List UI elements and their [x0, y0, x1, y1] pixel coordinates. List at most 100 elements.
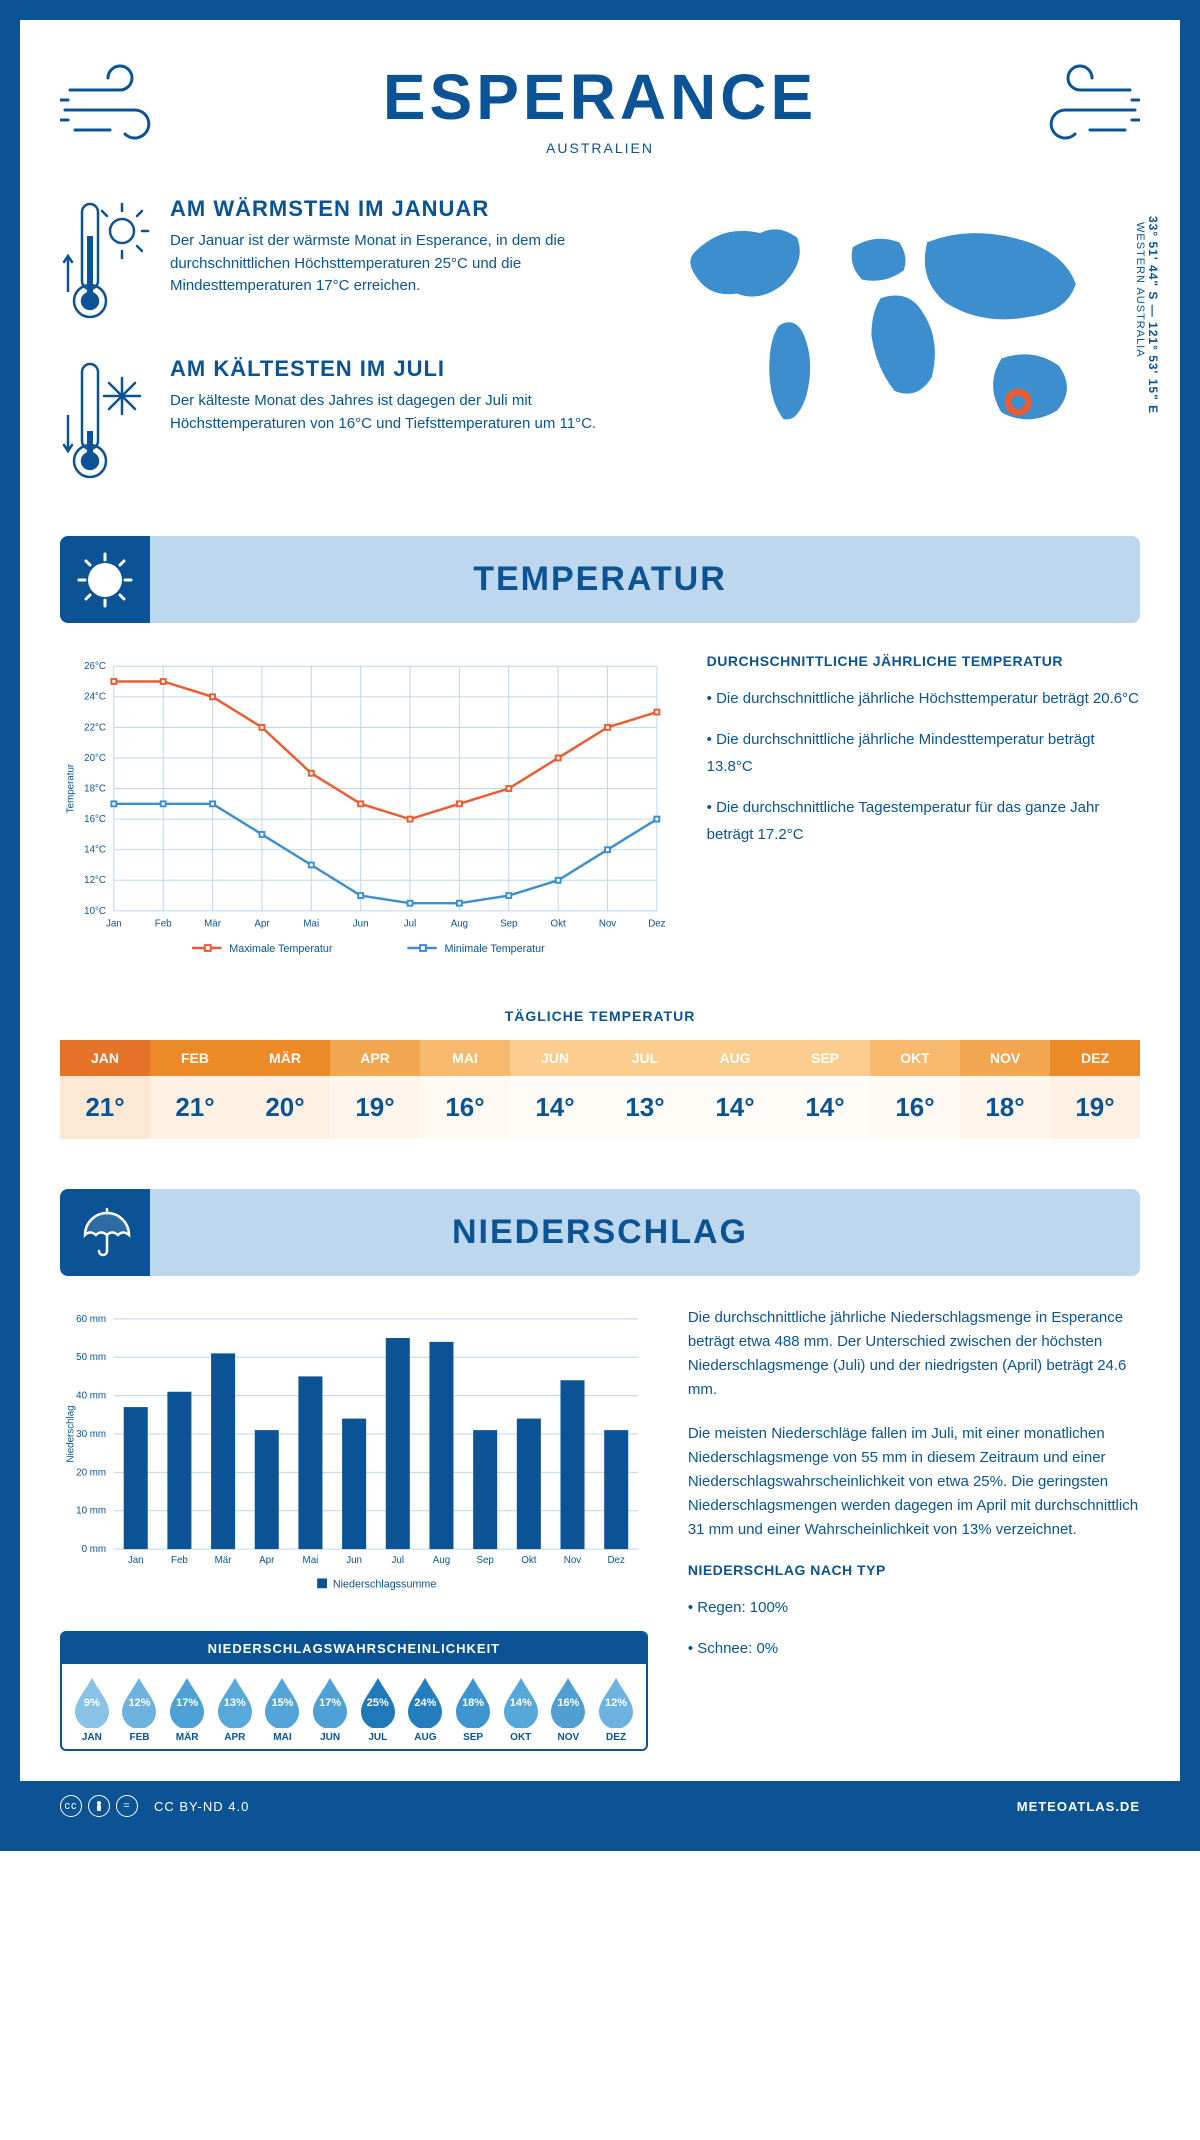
- svg-text:Okt: Okt: [551, 919, 566, 930]
- precip-side-col: Die durchschnittliche jährliche Niedersc…: [688, 1306, 1140, 1751]
- nd-icon: =: [116, 1795, 138, 1817]
- probability-drop: 18%SEP: [449, 1676, 497, 1743]
- temp-month-header: JUN: [510, 1040, 600, 1076]
- temp-bullet: • Die durchschnittliche Tagestemperatur …: [707, 794, 1140, 848]
- svg-text:Mai: Mai: [303, 919, 319, 930]
- temp-month-header: FEB: [150, 1040, 240, 1076]
- header: ESPERANCE AUSTRALIEN: [60, 50, 1140, 186]
- svg-text:26°C: 26°C: [84, 661, 106, 672]
- temp-value-cell: 21°: [150, 1076, 240, 1139]
- temp-month-header: JUL: [600, 1040, 690, 1076]
- temp-month-header: DEZ: [1050, 1040, 1140, 1076]
- svg-text:Dez: Dez: [648, 919, 665, 930]
- coords-value: 33° 51' 44" S — 121° 53' 15" E: [1146, 216, 1160, 414]
- probability-drop: 12%FEB: [116, 1676, 164, 1743]
- temp-month-header: MAI: [420, 1040, 510, 1076]
- svg-text:Mär: Mär: [215, 1555, 233, 1566]
- temp-value-cell: 13°: [600, 1076, 690, 1139]
- svg-text:30 mm: 30 mm: [76, 1429, 106, 1440]
- precip-type-rain: • Regen: 100%: [688, 1594, 1140, 1621]
- svg-text:Temperatur: Temperatur: [66, 763, 77, 813]
- svg-text:22°C: 22°C: [84, 722, 106, 733]
- svg-text:Niederschlagssumme: Niederschlagssumme: [333, 1578, 437, 1590]
- precipitation-title: NIEDERSCHLAG: [84, 1213, 1116, 1252]
- svg-text:Jul: Jul: [392, 1555, 405, 1566]
- intro-right: 33° 51' 44" S — 121° 53' 15" E WESTERN A…: [640, 196, 1140, 516]
- world-map: [640, 196, 1140, 456]
- daily-temperature-table: JANFEBMÄRAPRMAIJUNJULAUGSEPOKTNOVDEZ21°2…: [60, 1040, 1140, 1139]
- precipitation-section: 0 mm10 mm20 mm30 mm40 mm50 mm60 mmJanFeb…: [60, 1306, 1140, 1751]
- svg-text:18°C: 18°C: [84, 783, 106, 794]
- temp-month-header: MÄR: [240, 1040, 330, 1076]
- license-text: CC BY-ND 4.0: [154, 1799, 249, 1814]
- region-label: WESTERN AUSTRALIA: [1134, 222, 1146, 414]
- precip-para: Die durchschnittliche jährliche Niedersc…: [688, 1306, 1140, 1402]
- svg-text:16°C: 16°C: [84, 814, 106, 825]
- temp-value-cell: 19°: [330, 1076, 420, 1139]
- probability-drop: 25%JUL: [354, 1676, 402, 1743]
- svg-text:20°C: 20°C: [84, 753, 106, 764]
- temp-value-cell: 16°: [420, 1076, 510, 1139]
- probability-drop: 17%MÄR: [163, 1676, 211, 1743]
- thermometer-cold-icon: [60, 356, 150, 486]
- temp-month-header: SEP: [780, 1040, 870, 1076]
- svg-text:Okt: Okt: [521, 1555, 536, 1566]
- temperature-title: TEMPERATUR: [84, 560, 1116, 599]
- probability-drop: 17%JUN: [306, 1676, 354, 1743]
- probability-drop: 24%AUG: [402, 1676, 450, 1743]
- probability-title: NIEDERSCHLAGSWAHRSCHEINLICHKEIT: [62, 1633, 646, 1664]
- svg-text:Jan: Jan: [128, 1555, 144, 1566]
- svg-text:50 mm: 50 mm: [76, 1352, 106, 1363]
- temp-value-cell: 16°: [870, 1076, 960, 1139]
- temperature-section: 10°C12°C14°C16°C18°C20°C22°C24°C26°CJanF…: [60, 653, 1140, 978]
- precip-para: Die meisten Niederschläge fallen im Juli…: [688, 1422, 1140, 1542]
- sun-icon: [75, 550, 135, 610]
- precipitation-bar-chart: 0 mm10 mm20 mm30 mm40 mm50 mm60 mmJanFeb…: [60, 1306, 648, 1606]
- svg-text:Jun: Jun: [353, 919, 369, 930]
- by-icon: [88, 1795, 110, 1817]
- coldest-text: AM KÄLTESTEN IM JULI Der kälteste Monat …: [170, 356, 610, 486]
- warmest-text: AM WÄRMSTEN IM JANUAR Der Januar ist der…: [170, 196, 610, 326]
- svg-text:60 mm: 60 mm: [76, 1314, 106, 1325]
- temp-value-cell: 21°: [60, 1076, 150, 1139]
- svg-text:Aug: Aug: [433, 1555, 450, 1566]
- svg-text:Jun: Jun: [346, 1555, 362, 1566]
- warmest-body: Der Januar ist der wärmste Monat in Espe…: [170, 230, 610, 298]
- temp-value-cell: 20°: [240, 1076, 330, 1139]
- svg-text:Mär: Mär: [204, 919, 222, 930]
- temp-value-cell: 19°: [1050, 1076, 1140, 1139]
- wind-icon: [1020, 60, 1140, 150]
- svg-text:24°C: 24°C: [84, 692, 106, 703]
- probability-drop: 14%OKT: [497, 1676, 545, 1743]
- wind-icon: [60, 60, 180, 150]
- site-name: METEOATLAS.DE: [1017, 1799, 1140, 1814]
- temp-side-col: DURCHSCHNITTLICHE JÄHRLICHE TEMPERATUR •…: [707, 653, 1140, 978]
- precipitation-banner: NIEDERSCHLAG: [60, 1189, 1140, 1276]
- coordinates: 33° 51' 44" S — 121° 53' 15" E WESTERN A…: [1134, 216, 1160, 414]
- temp-month-header: AUG: [690, 1040, 780, 1076]
- svg-text:Mai: Mai: [303, 1555, 319, 1566]
- svg-text:Minimale Temperatur: Minimale Temperatur: [445, 943, 546, 955]
- thermometer-hot-icon: [60, 196, 150, 326]
- precip-type-title: NIEDERSCHLAG NACH TYP: [688, 1562, 1140, 1578]
- temp-value-cell: 18°: [960, 1076, 1050, 1139]
- intro-left: AM WÄRMSTEN IM JANUAR Der Januar ist der…: [60, 196, 610, 516]
- svg-text:Maximale Temperatur: Maximale Temperatur: [229, 943, 333, 955]
- svg-text:Aug: Aug: [451, 919, 468, 930]
- temp-value-cell: 14°: [690, 1076, 780, 1139]
- svg-text:Apr: Apr: [259, 1555, 275, 1566]
- page: ESPERANCE AUSTRALIEN: [0, 0, 1200, 1851]
- svg-text:Feb: Feb: [155, 919, 172, 930]
- probability-drop: 9%JAN: [68, 1676, 116, 1743]
- svg-text:Niederschlag: Niederschlag: [66, 1405, 77, 1462]
- svg-text:10°C: 10°C: [84, 906, 106, 917]
- license-block: cc = CC BY-ND 4.0: [60, 1795, 249, 1817]
- precip-chart-col: 0 mm10 mm20 mm30 mm40 mm50 mm60 mmJanFeb…: [60, 1306, 648, 1751]
- probability-drop: 15%MAI: [259, 1676, 307, 1743]
- svg-text:40 mm: 40 mm: [76, 1391, 106, 1402]
- probability-drop: 16%NOV: [545, 1676, 593, 1743]
- temp-month-header: JAN: [60, 1040, 150, 1076]
- temp-bullet: • Die durchschnittliche jährliche Mindes…: [707, 726, 1140, 780]
- svg-text:Apr: Apr: [254, 919, 270, 930]
- temp-side-title: DURCHSCHNITTLICHE JÄHRLICHE TEMPERATUR: [707, 653, 1140, 669]
